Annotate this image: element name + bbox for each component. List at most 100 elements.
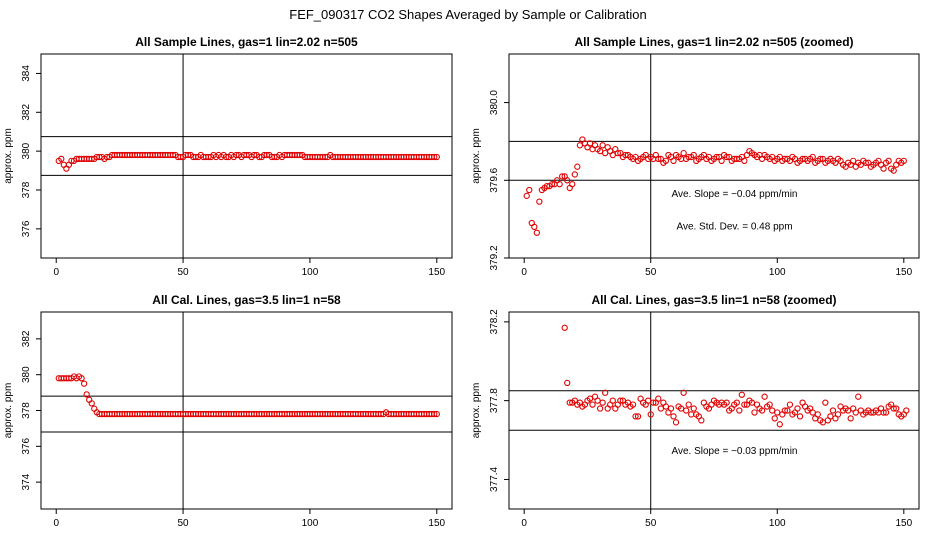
data-point xyxy=(850,157,857,165)
data-point xyxy=(890,405,897,412)
chart-panel-1: All Sample Lines, gas=1 lin=2.02 n=505 ap… xyxy=(3,35,453,278)
data-point xyxy=(531,223,538,231)
data-point xyxy=(903,407,910,414)
data-point xyxy=(809,153,816,161)
data-point xyxy=(655,395,662,402)
x-tick-label: 150 xyxy=(428,267,445,278)
y-tick-label: 382 xyxy=(21,104,32,121)
data-point xyxy=(723,153,730,161)
data-point xyxy=(58,155,65,163)
data-point xyxy=(834,411,842,418)
data-point xyxy=(819,419,826,426)
data-point xyxy=(751,409,758,416)
y-tick-label: 377.4 xyxy=(489,467,500,492)
data-point xyxy=(599,142,606,149)
data-point xyxy=(566,399,573,406)
x-tick-label: 0 xyxy=(521,267,527,278)
data-point xyxy=(594,397,601,404)
data-point xyxy=(880,165,887,172)
data-point xyxy=(774,409,781,416)
data-point xyxy=(657,405,664,412)
data-point xyxy=(68,157,75,165)
data-point xyxy=(690,405,697,412)
y-axis-label: approx. ppm xyxy=(471,383,482,439)
data-point xyxy=(741,401,748,408)
data-point xyxy=(817,155,824,163)
data-point xyxy=(688,411,695,418)
data-point xyxy=(893,405,900,412)
data-point xyxy=(748,399,756,406)
y-tick-label: 382 xyxy=(21,330,32,347)
data-point xyxy=(829,407,837,414)
x-tick-label: 150 xyxy=(895,267,912,278)
data-point xyxy=(766,401,773,408)
y-axis-label: approx. ppm xyxy=(3,383,14,439)
data-point xyxy=(890,167,897,174)
data-point xyxy=(533,229,540,236)
data-point xyxy=(794,405,801,412)
data-point xyxy=(733,399,740,406)
y-axis-label: approx. ppm xyxy=(3,128,14,184)
panel-title: All Cal. Lines, gas=3.5 lin=1 n=58 xyxy=(152,293,341,307)
data-series xyxy=(523,136,907,236)
y-tick-label: 377.8 xyxy=(489,388,500,413)
data-point xyxy=(655,155,662,163)
data-point xyxy=(900,157,907,165)
y-tick-label: 378 xyxy=(21,402,32,419)
annotation-text: Ave. Slope = −0.03 ppm/min xyxy=(671,446,797,457)
x-tick-label: 50 xyxy=(178,267,190,278)
data-point xyxy=(738,391,745,398)
y-tick-label: 380 xyxy=(21,142,32,159)
data-point xyxy=(852,409,859,416)
x-tick-label: 0 xyxy=(521,518,527,529)
figure-title: FEF_090317 CO2 Shapes Averaged by Sample… xyxy=(289,7,646,22)
data-point xyxy=(632,413,639,420)
data-point xyxy=(698,417,705,424)
data-point xyxy=(880,409,887,416)
y-tick-label: 380.0 xyxy=(489,90,500,115)
annotation-text: Ave. Slope = −0.04 ppm/min xyxy=(671,189,797,200)
data-point xyxy=(683,407,690,414)
data-point xyxy=(844,407,852,414)
data-point xyxy=(672,419,680,426)
y-tick-label: 378 xyxy=(21,181,32,198)
data-point xyxy=(723,399,730,406)
data-point xyxy=(662,157,670,165)
data-point xyxy=(718,157,725,165)
data-point xyxy=(667,405,675,412)
data-point xyxy=(796,413,804,420)
data-point xyxy=(536,198,543,205)
plot-frame xyxy=(508,53,920,259)
data-point xyxy=(847,415,854,422)
data-point xyxy=(822,399,829,406)
data-point xyxy=(736,407,743,414)
data-point xyxy=(523,192,530,199)
data-point xyxy=(561,324,568,331)
data-point xyxy=(827,413,834,420)
data-point xyxy=(784,407,791,414)
data-point xyxy=(814,411,821,418)
x-tick-label: 100 xyxy=(302,518,319,529)
plot-frame xyxy=(40,53,453,259)
y-axis-label: approx. ppm xyxy=(471,128,482,184)
data-point xyxy=(574,163,581,170)
y-tick-label: 379.2 xyxy=(489,245,500,270)
chart-panel-2: All Sample Lines, gas=1 lin=2.02 n=505 (… xyxy=(471,35,920,278)
x-tick-label: 100 xyxy=(302,267,319,278)
data-point xyxy=(629,401,637,408)
data-series xyxy=(55,373,440,418)
data-series xyxy=(561,324,910,428)
data-point xyxy=(885,157,892,165)
data-point xyxy=(781,407,789,414)
data-point xyxy=(609,151,616,159)
y-tick-label: 380 xyxy=(21,366,32,383)
data-point xyxy=(564,379,571,387)
y-tick-label: 374 xyxy=(21,473,32,490)
panel-title: All Sample Lines, gas=1 lin=2.02 n=505 (… xyxy=(574,35,853,49)
data-point xyxy=(526,186,533,194)
data-point xyxy=(569,181,576,188)
data-point xyxy=(609,397,616,404)
data-point xyxy=(589,401,596,408)
y-tick-label: 376 xyxy=(21,220,32,237)
data-point xyxy=(690,151,697,159)
